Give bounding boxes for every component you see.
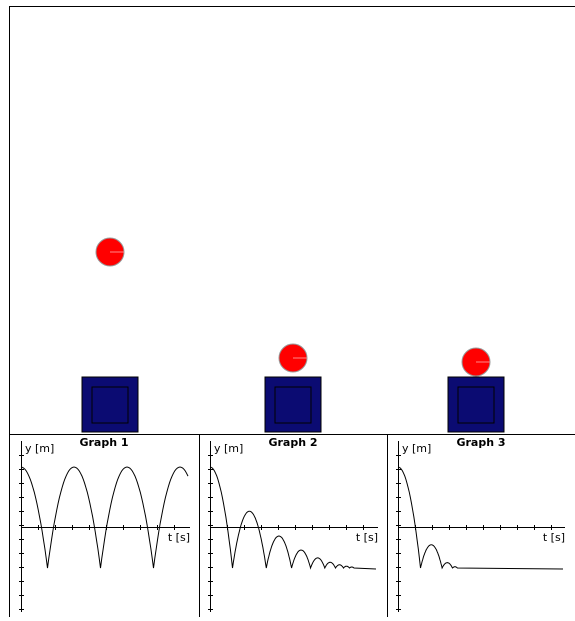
x-axis-label: t [s] [543,531,565,544]
block [82,377,138,432]
y-axis-label: y [m] [402,442,431,455]
block [448,377,504,432]
graphs: Graph 1 y [m] t [s] Graph 2 y [m] t [s] Graph … [19,436,565,612]
position-curve [21,467,188,568]
y-axis-label: y [m] [25,442,54,455]
position-curve [210,467,376,569]
position-curve [398,467,563,569]
ball [96,238,124,266]
simulation: Graph 1 y [m] t [s] Graph 2 y [m] t [s] Graph … [0,0,575,617]
ball [462,348,490,376]
graph-title: Graph 1 [79,436,128,449]
x-axis-label: t [s] [356,531,378,544]
block [265,377,321,432]
y-axis-label: y [m] [214,442,243,455]
ball [279,344,307,372]
graph-title: Graph 3 [456,436,505,449]
graph-title: Graph 2 [268,436,317,449]
x-axis-label: t [s] [168,531,190,544]
